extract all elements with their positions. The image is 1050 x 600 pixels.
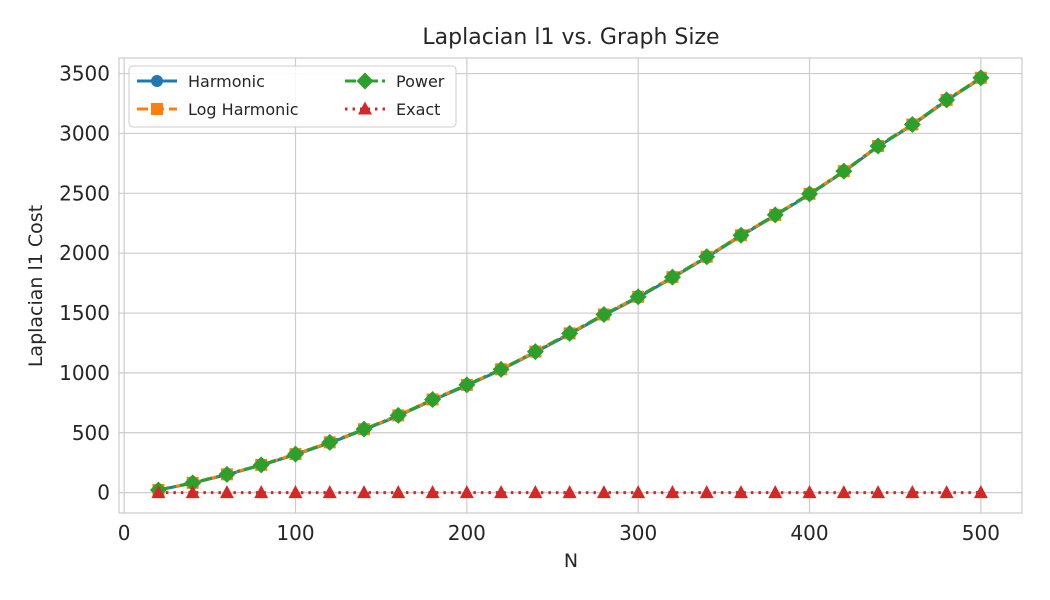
data-point <box>184 474 202 492</box>
series-power <box>149 69 990 499</box>
data-point <box>288 485 303 499</box>
data-point <box>973 485 988 499</box>
data-point <box>391 485 406 499</box>
data-point <box>355 420 373 438</box>
data-point <box>836 485 851 499</box>
data-point <box>425 485 440 499</box>
data-point <box>526 343 544 361</box>
data-point <box>698 248 716 266</box>
data-point <box>252 456 270 474</box>
data-point <box>492 360 510 378</box>
x-tick-label: 200 <box>448 521 486 545</box>
series-exact <box>151 485 988 499</box>
legend-label: Exact <box>396 100 440 119</box>
x-tick-label: 400 <box>790 521 828 545</box>
data-point <box>528 485 543 499</box>
tick-labels: 0 100 200 300 400 500 0 500 1000 1500 2000 2500 3000… <box>59 62 1000 545</box>
data-point <box>458 376 476 394</box>
data-point <box>699 485 714 499</box>
data-point <box>869 137 887 155</box>
data-point <box>286 445 304 463</box>
x-tick-label: 100 <box>276 521 314 545</box>
data-point <box>768 485 783 499</box>
series-layer <box>149 69 990 499</box>
data-point <box>629 288 647 306</box>
data-point <box>938 91 956 109</box>
legend-marker <box>151 75 163 87</box>
data-point <box>733 485 748 499</box>
legend-label: Log Harmonic <box>188 100 299 119</box>
data-point <box>766 206 784 224</box>
x-tick-label: 0 <box>118 521 131 545</box>
data-point <box>802 485 817 499</box>
chart-title: Laplacian l1 vs. Graph Size <box>422 25 719 50</box>
data-point <box>903 115 921 133</box>
data-point <box>322 485 337 499</box>
legend: Harmonic Log Harmonic Power Exact <box>128 65 457 128</box>
data-point <box>494 485 509 499</box>
data-point <box>185 485 200 499</box>
y-tick-label: 1500 <box>59 301 110 325</box>
data-point <box>562 485 577 499</box>
data-point <box>871 485 886 499</box>
data-point <box>595 305 613 323</box>
legend-item: Log Harmonic <box>137 100 299 119</box>
data-point <box>218 465 236 483</box>
data-point <box>561 324 579 342</box>
legend-marker <box>358 101 372 115</box>
legend-marker <box>356 72 374 90</box>
data-point <box>835 162 853 180</box>
legend-marker <box>151 103 163 115</box>
y-tick-label: 1000 <box>59 361 110 385</box>
legend-item: Exact <box>345 100 440 119</box>
y-axis-label: Laplacian l1 Cost <box>25 205 47 367</box>
x-tick-label: 300 <box>619 521 657 545</box>
data-point <box>151 485 166 499</box>
data-point <box>732 226 750 244</box>
data-point <box>665 485 680 499</box>
x-axis-label: N <box>564 550 578 572</box>
y-tick-label: 3000 <box>59 121 110 145</box>
data-point <box>939 485 954 499</box>
legend-item: Power <box>345 72 445 91</box>
legend-label: Harmonic <box>188 72 265 91</box>
data-point <box>254 485 269 499</box>
data-point <box>663 268 681 286</box>
data-point <box>905 485 920 499</box>
legend-label: Power <box>396 72 445 91</box>
y-tick-label: 3500 <box>59 62 110 86</box>
data-point <box>321 433 339 451</box>
data-point <box>389 406 407 424</box>
y-tick-label: 2000 <box>59 241 110 265</box>
data-point <box>596 485 611 499</box>
data-point <box>972 69 990 87</box>
legend-item: Harmonic <box>137 72 265 91</box>
y-tick-label: 500 <box>72 421 110 445</box>
data-point <box>357 485 372 499</box>
data-point <box>801 185 819 203</box>
data-point <box>424 390 442 408</box>
x-tick-label: 500 <box>962 521 1000 545</box>
y-tick-label: 0 <box>97 481 110 505</box>
data-point <box>631 485 646 499</box>
data-point <box>219 485 234 499</box>
y-tick-label: 2500 <box>59 181 110 205</box>
data-point <box>459 485 474 499</box>
